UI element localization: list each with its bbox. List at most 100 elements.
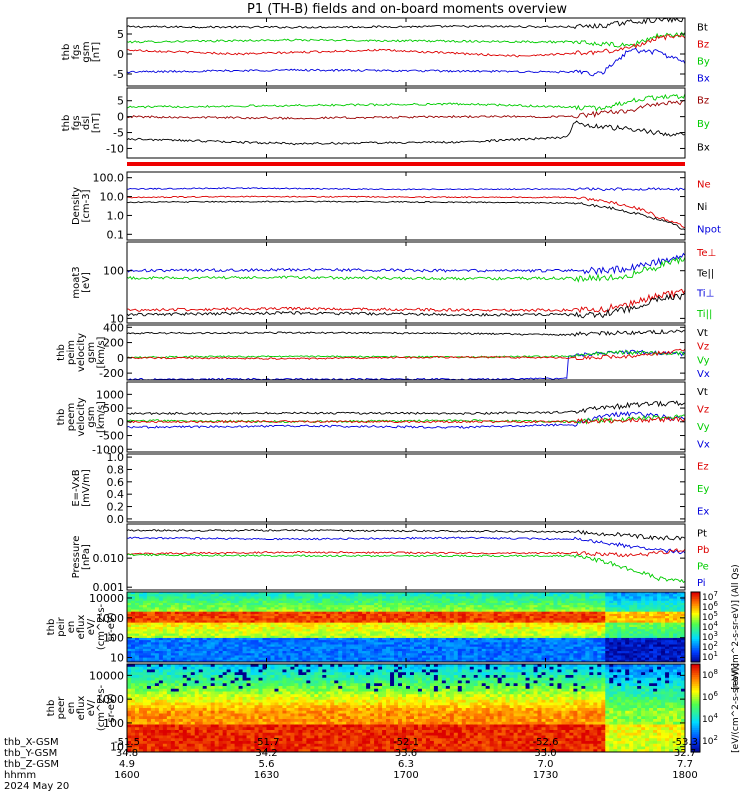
spectrogram-cell	[138, 627, 144, 630]
spectrogram-cell	[134, 616, 140, 619]
spectrogram-cell	[417, 616, 423, 619]
spectrogram-cell	[465, 657, 471, 661]
spectrogram-cell	[445, 653, 451, 657]
spectrogram-cell	[402, 655, 407, 659]
spectrogram-cell	[529, 648, 535, 652]
spectrogram-cell	[310, 627, 315, 630]
spectrogram-cell	[557, 605, 563, 608]
spectrogram-cell	[406, 637, 411, 641]
spectrogram-cell	[142, 598, 148, 602]
spectrogram-cell	[469, 596, 475, 600]
spectrogram-cell	[350, 633, 355, 637]
spectrogram-cell	[549, 620, 555, 624]
spectrogram-cell	[362, 637, 367, 641]
spectrogram-cell	[529, 655, 535, 659]
spectrogram-cell	[266, 611, 272, 615]
spectrogram-cell	[681, 646, 685, 650]
spectrogram-cell	[653, 657, 658, 661]
spectrogram-cell	[489, 618, 495, 622]
spectrogram-cell	[174, 631, 180, 635]
spectrogram-cell	[641, 629, 646, 632]
spectrogram-cell	[593, 633, 598, 637]
spectrogram-cell	[545, 596, 551, 600]
spectrogram-cell	[270, 651, 276, 654]
spectrogram-cell	[206, 644, 212, 648]
spectrogram-cell	[649, 624, 654, 628]
spectrogram-cell	[138, 613, 144, 617]
spectrogram-cell	[214, 627, 220, 630]
spectrogram-cell	[429, 646, 435, 650]
spectrogram-cell	[449, 622, 455, 626]
spectrogram-cell	[158, 596, 164, 600]
spectrogram-cell	[553, 611, 559, 615]
spectrogram-cell	[661, 598, 666, 602]
spectrogram-cell	[254, 592, 260, 595]
spectrogram-cell	[509, 640, 515, 643]
spectrogram-cell	[358, 635, 363, 639]
spectrogram-cell	[342, 653, 347, 657]
spectrogram-cell	[306, 609, 311, 613]
spectrogram-cell	[517, 648, 523, 652]
spectrogram-cell	[625, 592, 630, 595]
spectrogram-cell	[134, 613, 140, 617]
spectrogram-cell	[402, 653, 407, 657]
spectrogram-cell	[629, 651, 634, 654]
spectrogram-cell	[409, 602, 415, 606]
spectrogram-cell	[533, 592, 539, 595]
spectrogram-cell	[282, 644, 288, 648]
spectrogram-cell	[366, 648, 371, 652]
spectrogram-cell	[194, 609, 200, 613]
spectrogram-cell	[429, 648, 435, 652]
spectrogram-cell	[413, 631, 419, 635]
spectrogram-cell	[330, 622, 335, 626]
spectrogram-cell	[461, 651, 467, 654]
spectrogram-cell	[238, 616, 244, 619]
spectrogram-cell	[461, 629, 467, 632]
spectrogram-cell	[561, 635, 567, 639]
spectrogram-cell	[577, 624, 582, 628]
spectrogram-cell	[366, 627, 371, 630]
series-fgs_dsl-Bz	[127, 100, 685, 120]
spectrogram-cell	[390, 642, 395, 646]
spectrogram-cell	[182, 611, 188, 615]
spectrogram-cell	[597, 644, 602, 648]
spectrogram-cell	[210, 613, 216, 617]
spectrogram-cell	[174, 648, 180, 652]
spectrogram-cell	[525, 629, 531, 632]
spectrogram-cell	[278, 622, 284, 626]
spectrogram-cell	[409, 640, 415, 643]
spectrogram-cell	[238, 613, 244, 617]
spectrogram-cell	[613, 618, 618, 622]
spectrogram-cell	[374, 659, 379, 662]
spectrogram-cell	[306, 637, 311, 641]
spectrogram-cell	[437, 640, 443, 643]
spectrogram-cell	[501, 633, 507, 637]
spectrogram-cell	[142, 613, 148, 617]
spectrogram-cell	[330, 635, 335, 639]
spectrogram-cell	[182, 646, 188, 650]
y-axis-label: sr-eV)	[106, 612, 117, 641]
spectrogram-cell	[565, 596, 571, 600]
spectrogram-cell	[322, 616, 327, 619]
spectrogram-cell	[633, 651, 638, 654]
spectrogram-cell	[370, 640, 375, 643]
spectrogram-cell	[501, 651, 507, 654]
spectrogram-cell	[330, 594, 335, 597]
spectrogram-cell	[334, 596, 339, 600]
spectrogram-cell	[421, 609, 427, 613]
spectrogram-cell	[394, 607, 399, 611]
spectrogram-cell	[617, 624, 622, 628]
spectrogram-cell	[549, 600, 555, 604]
spectrogram-cell	[150, 592, 156, 595]
spectrogram-cell	[238, 633, 244, 637]
spectrogram-cell	[625, 602, 630, 606]
legend-Vt: Vt	[697, 387, 708, 398]
spectrogram-cell	[346, 592, 351, 595]
spectrogram-cell	[609, 624, 614, 628]
spectrogram-cell	[593, 605, 598, 608]
spectrogram-cell	[681, 602, 685, 606]
spectrogram-cell	[234, 653, 240, 657]
spectrogram-cell	[334, 635, 339, 639]
spectrogram-cell	[649, 655, 654, 659]
spectrogram-cell	[569, 596, 574, 600]
